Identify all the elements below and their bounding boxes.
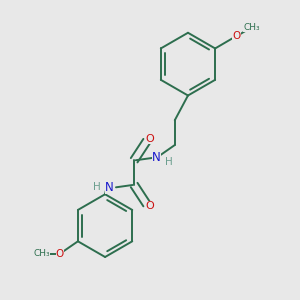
Text: CH₃: CH₃	[243, 23, 260, 32]
Text: CH₃: CH₃	[33, 249, 50, 258]
Text: H: H	[93, 182, 101, 192]
Text: O: O	[145, 134, 154, 144]
Text: N: N	[152, 151, 161, 164]
Text: O: O	[56, 249, 64, 259]
Text: O: O	[232, 31, 241, 41]
Text: O: O	[145, 201, 154, 211]
Text: H: H	[165, 157, 173, 166]
Text: N: N	[105, 181, 114, 194]
